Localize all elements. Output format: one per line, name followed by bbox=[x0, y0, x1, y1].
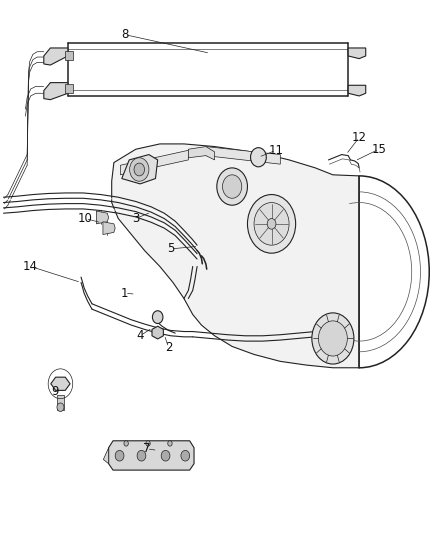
Text: 2: 2 bbox=[165, 341, 173, 354]
Bar bbox=[57, 395, 64, 410]
Polygon shape bbox=[103, 448, 109, 464]
Circle shape bbox=[168, 441, 172, 446]
Circle shape bbox=[254, 203, 289, 245]
Polygon shape bbox=[44, 83, 68, 100]
Polygon shape bbox=[51, 377, 70, 390]
Circle shape bbox=[312, 313, 354, 364]
Text: 10: 10 bbox=[78, 212, 93, 225]
Circle shape bbox=[152, 311, 163, 324]
Circle shape bbox=[57, 403, 64, 411]
Polygon shape bbox=[152, 326, 163, 339]
Circle shape bbox=[130, 158, 149, 181]
Text: 11: 11 bbox=[268, 144, 283, 157]
Bar bbox=[65, 51, 73, 60]
Text: 9: 9 bbox=[51, 385, 59, 398]
Text: 1: 1 bbox=[121, 287, 129, 300]
Circle shape bbox=[137, 450, 146, 461]
Text: 4: 4 bbox=[136, 329, 144, 342]
Bar bbox=[65, 84, 73, 93]
Polygon shape bbox=[109, 441, 194, 470]
Text: 14: 14 bbox=[23, 260, 38, 273]
Polygon shape bbox=[206, 147, 280, 164]
Circle shape bbox=[115, 450, 124, 461]
Circle shape bbox=[247, 195, 296, 253]
Circle shape bbox=[251, 148, 266, 167]
Polygon shape bbox=[188, 147, 215, 160]
Text: 15: 15 bbox=[371, 143, 386, 156]
Text: 3: 3 bbox=[132, 212, 139, 225]
Text: 8: 8 bbox=[121, 28, 128, 41]
Polygon shape bbox=[348, 48, 366, 59]
Text: 7: 7 bbox=[143, 442, 151, 455]
Circle shape bbox=[267, 219, 276, 229]
Polygon shape bbox=[103, 222, 115, 235]
Polygon shape bbox=[44, 48, 68, 65]
Text: 12: 12 bbox=[352, 131, 367, 144]
Polygon shape bbox=[348, 85, 366, 96]
Circle shape bbox=[223, 175, 242, 198]
Circle shape bbox=[318, 321, 347, 356]
Circle shape bbox=[181, 450, 190, 461]
Polygon shape bbox=[112, 144, 359, 368]
Circle shape bbox=[161, 450, 170, 461]
Polygon shape bbox=[120, 150, 188, 175]
Circle shape bbox=[217, 168, 247, 205]
Circle shape bbox=[134, 163, 145, 176]
Circle shape bbox=[124, 441, 128, 446]
Polygon shape bbox=[96, 211, 109, 224]
Text: 5: 5 bbox=[167, 243, 174, 255]
Polygon shape bbox=[122, 155, 158, 184]
Circle shape bbox=[146, 441, 150, 446]
